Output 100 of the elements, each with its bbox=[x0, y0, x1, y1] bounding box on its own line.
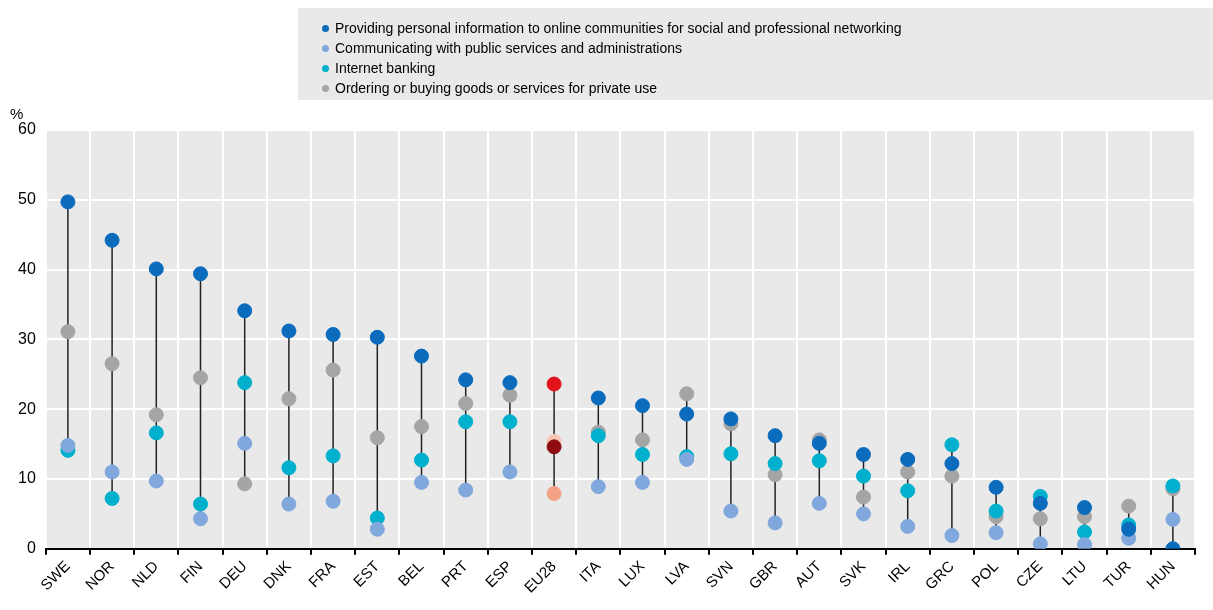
point bbox=[60, 194, 76, 210]
y-tick-label: 50 bbox=[18, 190, 36, 208]
point bbox=[148, 473, 164, 489]
point bbox=[414, 348, 429, 364]
point bbox=[1032, 495, 1048, 511]
point bbox=[325, 326, 341, 342]
point bbox=[635, 447, 650, 463]
point bbox=[237, 375, 253, 391]
point bbox=[281, 323, 297, 339]
point bbox=[237, 476, 253, 492]
point bbox=[723, 503, 739, 519]
point bbox=[458, 372, 474, 388]
point bbox=[237, 435, 253, 451]
point bbox=[369, 430, 385, 446]
point bbox=[1121, 498, 1137, 514]
point bbox=[502, 464, 518, 480]
point bbox=[104, 232, 120, 248]
point bbox=[60, 324, 76, 340]
point bbox=[988, 479, 1004, 495]
point bbox=[679, 386, 695, 402]
y-tick-label: 0 bbox=[26, 539, 36, 557]
point bbox=[458, 414, 474, 430]
point bbox=[679, 406, 695, 422]
point bbox=[856, 447, 871, 463]
legend-label: Communicating with public services and administrations bbox=[335, 40, 683, 56]
point bbox=[502, 387, 518, 403]
point bbox=[1077, 524, 1092, 540]
point bbox=[723, 411, 739, 427]
point bbox=[590, 428, 606, 444]
x-tick-label: IRL bbox=[884, 557, 913, 586]
point bbox=[1121, 521, 1137, 537]
point bbox=[546, 376, 562, 392]
point bbox=[944, 437, 960, 453]
point bbox=[237, 303, 253, 319]
point bbox=[502, 375, 518, 391]
point bbox=[414, 452, 429, 468]
point bbox=[458, 482, 474, 498]
point bbox=[811, 495, 827, 511]
point bbox=[193, 496, 208, 512]
point bbox=[767, 428, 783, 444]
x-tick-label: ITA bbox=[575, 557, 604, 585]
point bbox=[1077, 500, 1092, 516]
point bbox=[1165, 511, 1181, 527]
point bbox=[325, 493, 341, 509]
point bbox=[1032, 536, 1048, 549]
point bbox=[369, 329, 385, 345]
point bbox=[900, 464, 916, 480]
point bbox=[281, 391, 297, 407]
point bbox=[193, 511, 208, 527]
point bbox=[944, 527, 960, 543]
point bbox=[281, 496, 297, 512]
point bbox=[635, 432, 650, 448]
point bbox=[546, 486, 562, 502]
point bbox=[988, 525, 1004, 541]
x-tick-label: TUR bbox=[1099, 557, 1134, 591]
point bbox=[193, 370, 208, 386]
legend-label: Providing personal information to online communities for social and professional networking bbox=[335, 20, 902, 36]
point bbox=[148, 261, 164, 277]
point bbox=[1032, 511, 1048, 527]
point bbox=[148, 425, 164, 441]
point bbox=[1077, 537, 1092, 549]
point bbox=[900, 451, 916, 467]
point bbox=[590, 479, 606, 495]
point bbox=[900, 518, 916, 534]
legend-label: Internet banking bbox=[335, 60, 436, 76]
point bbox=[104, 464, 120, 480]
point bbox=[944, 468, 960, 484]
y-tick-label: 30 bbox=[18, 329, 36, 347]
point bbox=[60, 437, 76, 453]
point bbox=[635, 398, 650, 414]
point bbox=[104, 490, 120, 506]
x-tick-label: POL bbox=[967, 557, 1002, 591]
point bbox=[723, 446, 739, 462]
point bbox=[590, 390, 606, 406]
x-tick-label: FIN bbox=[176, 557, 206, 587]
point bbox=[281, 460, 297, 476]
point bbox=[193, 266, 208, 282]
point bbox=[856, 468, 871, 484]
point bbox=[900, 483, 916, 499]
point bbox=[325, 448, 341, 464]
point bbox=[414, 419, 429, 435]
point bbox=[856, 489, 871, 505]
point bbox=[104, 356, 120, 372]
y-tick-label: 40 bbox=[18, 259, 36, 277]
legend-label: Ordering or buying goods or services for private use bbox=[335, 80, 658, 96]
point bbox=[767, 456, 783, 472]
point bbox=[988, 503, 1004, 519]
point bbox=[767, 515, 783, 531]
point bbox=[148, 407, 164, 423]
point bbox=[856, 506, 871, 522]
point bbox=[944, 456, 960, 472]
y-tick-label: 20 bbox=[18, 399, 36, 417]
x-tick-label: LVA bbox=[661, 557, 692, 588]
point bbox=[414, 474, 429, 490]
point bbox=[502, 414, 518, 430]
point bbox=[369, 521, 385, 537]
point bbox=[458, 396, 474, 412]
point bbox=[546, 439, 562, 455]
x-tick-label: BEL bbox=[394, 557, 427, 590]
y-tick-label: 10 bbox=[18, 469, 36, 487]
